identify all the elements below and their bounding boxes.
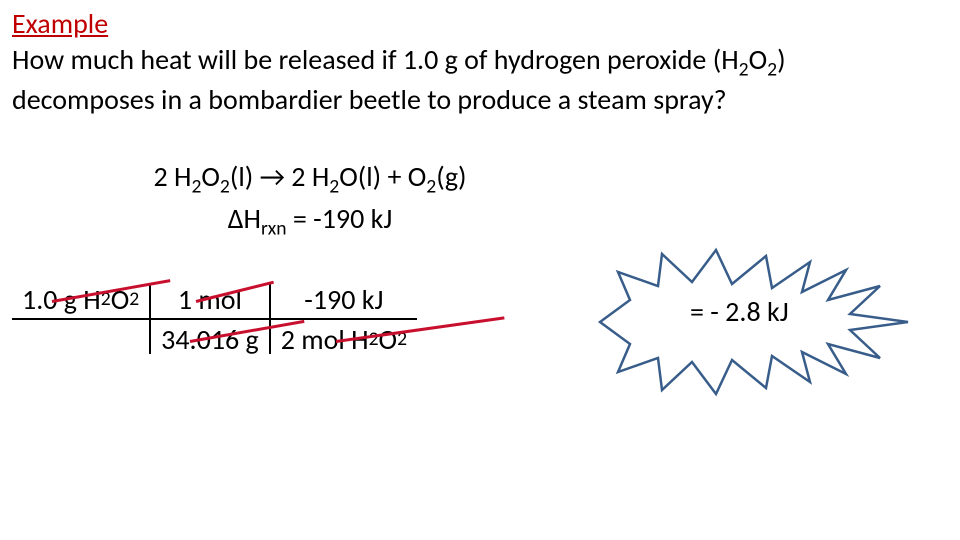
q-o: O xyxy=(749,42,768,77)
eq-state1: (l) xyxy=(230,159,260,194)
question-line1: How much heat will be released if 1.0 g … xyxy=(12,42,739,77)
eq-s1: 2 xyxy=(191,175,201,199)
final-answer: = - 2.8 kJ xyxy=(690,294,789,329)
q-end: ) xyxy=(777,42,786,77)
f3s2: 2 xyxy=(397,327,407,351)
reaction-equation: 2 H2O2(l) → 2 H2O(l) + O2(g) ΔHrxn = -19… xyxy=(0,158,620,242)
eq-o2: O(l) + O xyxy=(339,159,426,194)
eq-s4: 2 xyxy=(426,175,436,199)
f1o: O xyxy=(111,282,130,317)
factor-1: 1.0 g H2O2 x xyxy=(12,280,149,358)
factor-2: 1 mol 34.016 g xyxy=(151,280,269,358)
q-sub2: 2 xyxy=(767,58,777,82)
factor-2-bot: 34.016 g xyxy=(151,320,269,358)
dimensional-analysis: 1.0 g H2O2 x 1 mol 34.016 g -190 kJ 2 mo… xyxy=(12,280,417,358)
f3a: 2 mol H xyxy=(281,322,369,357)
f3o: O xyxy=(379,322,398,357)
factor-1-top: 1.0 g H2O2 xyxy=(12,280,149,318)
factor-3: -190 kJ 2 mol H2O2 xyxy=(271,280,417,358)
f1a: 1.0 g H xyxy=(22,282,101,317)
eq-o1: O xyxy=(201,159,220,194)
eq-mid: 2 H xyxy=(285,159,329,194)
eq-arrow: → xyxy=(260,159,285,194)
factor-2-top: 1 mol xyxy=(168,280,252,318)
f3s1: 2 xyxy=(369,327,379,351)
eq-state2: (g) xyxy=(436,159,466,194)
f1s1: 2 xyxy=(101,287,111,311)
f1s2: 2 xyxy=(129,287,139,311)
eq-dh-val: = -190 kJ xyxy=(287,201,393,236)
hline-1 xyxy=(12,318,149,320)
eq-rxn: rxn xyxy=(261,217,287,241)
eq-s2: 2 xyxy=(220,175,230,199)
factor-3-bot: 2 mol H2O2 xyxy=(271,320,417,358)
question-line2: decomposes in a bombardier beetle to pro… xyxy=(12,82,727,117)
example-heading: Example xyxy=(12,6,108,41)
factor-3-top: -190 kJ xyxy=(294,280,393,318)
eq-dh: ΔH xyxy=(228,201,261,236)
q-sub1: 2 xyxy=(739,58,749,82)
question-text: How much heat will be released if 1.0 g … xyxy=(12,42,932,117)
eq-s3: 2 xyxy=(329,175,339,199)
eq-t1: 2 H xyxy=(153,159,191,194)
